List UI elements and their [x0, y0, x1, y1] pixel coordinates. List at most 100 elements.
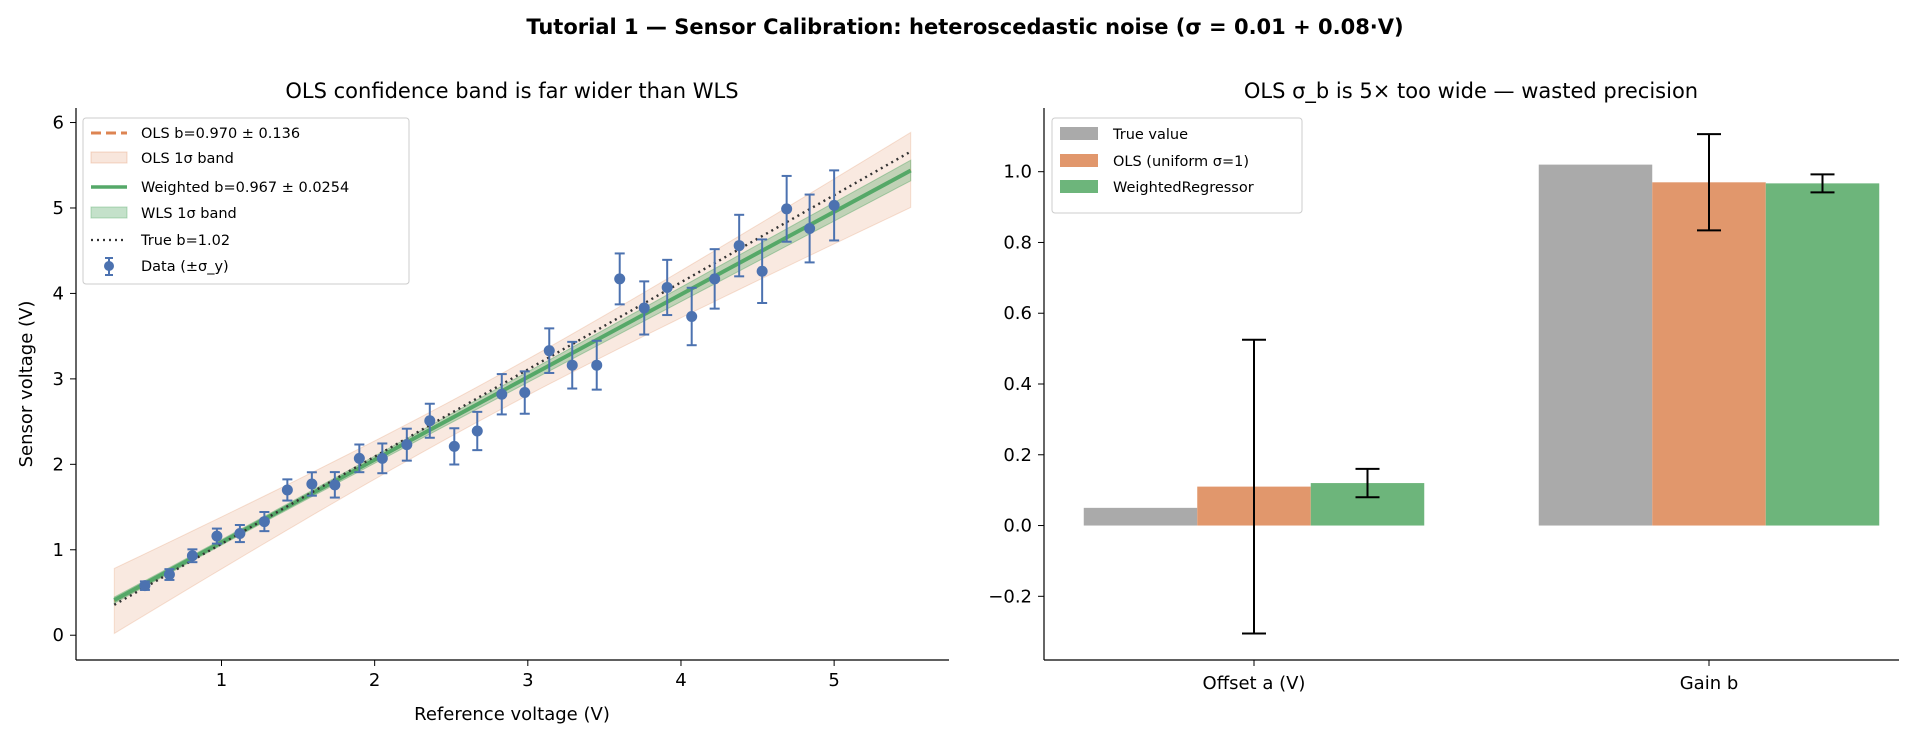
- left-xlabel: Reference voltage (V): [414, 704, 610, 725]
- category-label: Offset a (V): [1203, 673, 1306, 694]
- data-point: [756, 238, 768, 304]
- left-axes: OLS confidence band is far wider than WL…: [16, 79, 949, 725]
- legend-true-label: True b=1.02: [140, 233, 230, 249]
- true-line: [113, 150, 912, 606]
- legend-ols-label: OLS b=0.970 ± 0.136: [141, 126, 300, 142]
- data-point: [376, 442, 388, 475]
- data-marker: [828, 199, 840, 211]
- x-tick-label: 5: [828, 670, 839, 691]
- y-tick-label: 6: [53, 113, 64, 134]
- data-marker: [661, 281, 673, 293]
- data-marker: [258, 516, 270, 528]
- data-marker: [329, 479, 341, 491]
- data-point: [781, 174, 793, 243]
- legend-wls-label: Weighted b=0.967 ± 0.0254: [141, 180, 349, 196]
- wls-fit-line: [113, 168, 912, 602]
- y-tick-label: 0.0: [1003, 516, 1032, 537]
- left-legend-frame: [82, 117, 410, 285]
- right-legend-frame: [1051, 117, 1303, 214]
- y-tick-label: 0.2: [1003, 445, 1032, 466]
- data-marker: [804, 222, 816, 234]
- figure-suptitle: Tutorial 1 — Sensor Calibration: heteros…: [526, 15, 1403, 39]
- y-tick-label: 4: [53, 283, 64, 304]
- data-point: [733, 213, 745, 278]
- data-point: [211, 527, 223, 545]
- data-point: [709, 248, 721, 310]
- x-tick-label: 4: [675, 670, 686, 691]
- data-marker: [756, 265, 768, 277]
- data-marker: [614, 273, 626, 285]
- data-marker: [638, 302, 650, 314]
- data-point: [448, 427, 460, 466]
- bar-error-bar: [1355, 467, 1380, 499]
- data-marker: [781, 203, 793, 215]
- data-marker: [281, 484, 293, 496]
- y-tick-label: 5: [53, 198, 64, 219]
- data-marker: [496, 388, 508, 400]
- legend-true-swatch: [1060, 127, 1098, 140]
- bar: [1765, 183, 1880, 526]
- data-point: [543, 327, 555, 374]
- bar: [1538, 164, 1653, 526]
- y-tick-label: 1.0: [1003, 162, 1032, 183]
- bar-error-bar: [1242, 338, 1266, 635]
- legend-weighted-regressor-label: WeightedRegressor: [1113, 180, 1254, 196]
- data-marker: [139, 580, 151, 592]
- data-marker: [401, 439, 413, 451]
- data-marker: [306, 478, 318, 490]
- legend-wls-band-icon: [90, 206, 128, 219]
- y-tick-label: −0.2: [988, 586, 1032, 607]
- data-marker: [591, 359, 603, 371]
- left-ylabel: Sensor voltage (V): [16, 301, 37, 468]
- data-point: [353, 443, 365, 474]
- data-marker: [424, 415, 436, 427]
- legend-data-marker-icon: [104, 257, 114, 276]
- data-point: [401, 427, 413, 462]
- data-point: [471, 410, 483, 452]
- y-tick-label: 2: [53, 454, 64, 475]
- data-marker: [376, 452, 388, 464]
- data-marker: [186, 550, 198, 562]
- data-point: [519, 370, 531, 415]
- data-marker: [353, 452, 365, 464]
- data-point: [828, 169, 840, 242]
- legend-ols-band-label: OLS 1σ band: [141, 151, 234, 167]
- right-legend: True value OLS (uniform σ=1) WeightedReg…: [1051, 117, 1303, 214]
- data-marker: [471, 425, 483, 437]
- y-tick-label: 0.8: [1003, 232, 1032, 253]
- y-tick-label: 0.6: [1003, 303, 1032, 324]
- data-marker: [234, 528, 246, 540]
- bar: [1083, 507, 1198, 526]
- data-marker: [163, 569, 175, 581]
- data-point: [566, 340, 578, 390]
- legend-ols-band-icon: [90, 151, 128, 164]
- data-point: [496, 373, 508, 416]
- data-marker: [519, 387, 531, 399]
- right-title: OLS σ_b is 5× too wide — wasted precisio…: [1244, 79, 1698, 104]
- legend-wls-band-label: WLS 1σ band: [141, 206, 237, 222]
- ols-confidence-band: [113, 131, 912, 635]
- data-point: [139, 580, 151, 592]
- bar: [1652, 182, 1766, 526]
- data-point: [258, 511, 270, 533]
- y-tick-label: 0.4: [1003, 374, 1032, 395]
- bar-error-bar: [1697, 133, 1721, 232]
- data-marker: [709, 273, 721, 285]
- data-point: [661, 258, 673, 317]
- data-point: [804, 193, 816, 264]
- category-label: Gain b: [1680, 673, 1739, 694]
- legend-ols-uniform-label: OLS (uniform σ=1): [1113, 154, 1249, 170]
- left-title: OLS confidence band is far wider than WL…: [285, 79, 738, 103]
- data-point: [686, 286, 698, 347]
- legend-data-label: Data (±σ_y): [141, 259, 229, 275]
- data-point: [329, 471, 341, 499]
- data-point: [614, 252, 626, 306]
- x-tick-label: 1: [216, 670, 227, 691]
- data-marker: [686, 310, 698, 322]
- data-marker: [543, 345, 555, 357]
- y-tick-label: 0: [53, 625, 64, 646]
- legend-true-value-label: True value: [1112, 127, 1188, 143]
- data-point: [424, 402, 436, 439]
- data-marker: [448, 440, 460, 452]
